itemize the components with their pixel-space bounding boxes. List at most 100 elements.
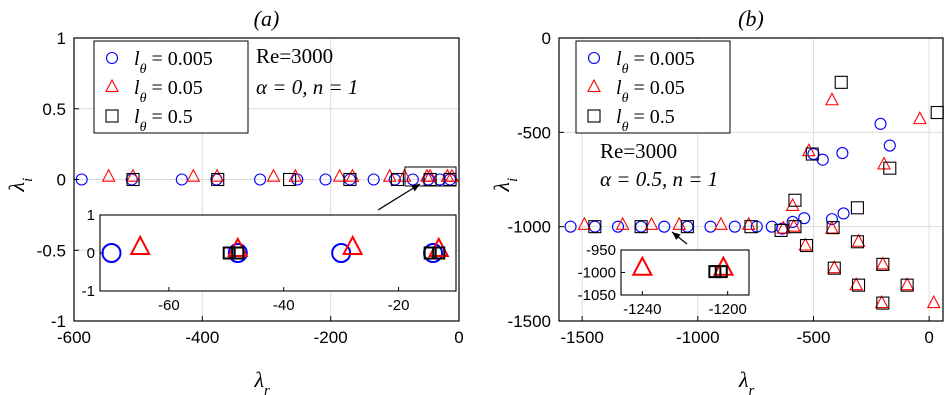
data-point-square bbox=[827, 261, 841, 275]
legend-marker-circle bbox=[105, 51, 119, 65]
data-point-triangle bbox=[210, 168, 225, 182]
inset-frame bbox=[620, 249, 750, 296]
y-tick-label: -0.5 bbox=[37, 241, 66, 260]
panel-title: (b) bbox=[738, 6, 764, 31]
legend-box bbox=[575, 40, 731, 134]
inset-y-tick-label: -1050 bbox=[578, 287, 616, 304]
data-point-square bbox=[876, 296, 890, 310]
x-tick-label: -500 bbox=[796, 328, 830, 347]
data-point-square bbox=[805, 147, 819, 161]
data-point-square bbox=[774, 223, 788, 237]
inset-point-triangle bbox=[341, 234, 364, 256]
inset-y-tick-label: 1 bbox=[87, 207, 95, 224]
data-point-triangle bbox=[397, 168, 412, 182]
inset-point-circle bbox=[101, 243, 122, 263]
data-point-square bbox=[900, 278, 914, 292]
inset-point-triangle bbox=[631, 255, 653, 276]
x-tick-label: 0 bbox=[454, 328, 463, 347]
x-tick-label: -1500 bbox=[560, 328, 603, 347]
data-point-triangle bbox=[851, 233, 866, 247]
legend-marker-triangle bbox=[105, 78, 119, 93]
data-point-square bbox=[744, 220, 758, 234]
data-point-triangle bbox=[786, 218, 801, 232]
legend-marker-square bbox=[105, 109, 119, 123]
data-point-square bbox=[588, 220, 602, 234]
annotation-params: α = 0, n = 1 bbox=[256, 75, 358, 99]
y-tick-label: -500 bbox=[517, 123, 551, 142]
inset-point-triangle bbox=[129, 234, 151, 256]
data-point-triangle bbox=[445, 168, 459, 182]
data-point-circle bbox=[564, 220, 577, 233]
data-point-square bbox=[211, 172, 225, 187]
inset-x-tick-label: -1240 bbox=[623, 301, 661, 318]
data-point-circle bbox=[825, 213, 839, 226]
x-tick-label: 0 bbox=[924, 328, 933, 347]
data-point-triangle bbox=[926, 294, 941, 309]
data-point-triangle bbox=[785, 197, 800, 211]
data-point-circle bbox=[75, 173, 88, 186]
inset-point-square bbox=[423, 246, 437, 260]
data-point-circle bbox=[367, 173, 380, 186]
data-point-square bbox=[126, 172, 140, 187]
data-point-circle bbox=[837, 207, 850, 220]
data-point-triangle bbox=[825, 92, 839, 106]
inset-point-square bbox=[231, 246, 245, 260]
data-point-square bbox=[788, 220, 802, 234]
data-point-circle bbox=[433, 173, 446, 186]
annotation-reynolds: Re=3000 bbox=[600, 139, 677, 163]
data-point-square bbox=[283, 172, 297, 187]
legend-entry: lθ = 0.05 bbox=[616, 77, 685, 106]
data-point-square bbox=[850, 235, 864, 249]
y-tick-label: 1 bbox=[57, 29, 66, 48]
data-point-square bbox=[826, 221, 840, 235]
legend-entry: lθ = 0.005 bbox=[134, 48, 213, 77]
inset-point-square bbox=[432, 246, 446, 260]
data-point-triangle bbox=[126, 168, 140, 182]
data-point-triangle bbox=[186, 168, 201, 182]
panel-title: (a) bbox=[254, 6, 280, 31]
data-point-square bbox=[850, 201, 864, 215]
y-axis-label: λi bbox=[489, 178, 521, 193]
inset-point-square bbox=[222, 246, 236, 260]
data-point-square bbox=[834, 75, 848, 89]
y-tick-label: -1500 bbox=[508, 312, 551, 331]
x-tick-label: -1000 bbox=[676, 328, 719, 347]
data-point-triangle bbox=[776, 220, 791, 234]
data-point-triangle bbox=[101, 168, 116, 182]
data-point-circle bbox=[658, 220, 671, 233]
data-point-square bbox=[634, 220, 648, 234]
data-point-square bbox=[343, 172, 357, 187]
inset-point-square bbox=[714, 265, 728, 279]
data-point-triangle bbox=[382, 168, 397, 182]
data-point-triangle bbox=[266, 168, 281, 182]
legend-box bbox=[93, 40, 249, 134]
plot-frame bbox=[558, 37, 944, 322]
data-point-circle bbox=[836, 147, 849, 160]
data-point-triangle bbox=[423, 168, 438, 182]
annotation-params: α = 0.5, n = 1 bbox=[600, 167, 718, 191]
data-point-circle bbox=[319, 173, 332, 186]
legend-marker-square bbox=[587, 109, 601, 123]
y-tick-label: 0.5 bbox=[42, 100, 66, 119]
inset-x-tick-label: -20 bbox=[388, 297, 410, 314]
data-point-square bbox=[799, 238, 814, 253]
data-point-triangle bbox=[714, 216, 728, 230]
annotation-reynolds: Re=3000 bbox=[256, 44, 333, 68]
data-point-triangle bbox=[875, 256, 890, 270]
inset-x-tick-label: -60 bbox=[158, 297, 180, 314]
data-point-circle bbox=[798, 212, 811, 225]
data-point-square bbox=[788, 193, 802, 207]
data-point-circle bbox=[175, 173, 188, 186]
data-point-triangle bbox=[825, 220, 839, 234]
inset-y-tick-label: -1000 bbox=[578, 265, 616, 282]
inset-point-circle bbox=[331, 243, 352, 263]
inset-x-tick-label: -40 bbox=[273, 297, 295, 314]
data-point-square bbox=[876, 257, 890, 271]
data-point-square bbox=[390, 172, 404, 187]
zoom-arrow-head bbox=[672, 232, 681, 240]
x-axis-label: λr bbox=[254, 367, 271, 395]
data-point-triangle bbox=[644, 216, 659, 230]
inset-y-tick-label: 0 bbox=[87, 245, 95, 262]
data-point-triangle bbox=[827, 260, 842, 274]
